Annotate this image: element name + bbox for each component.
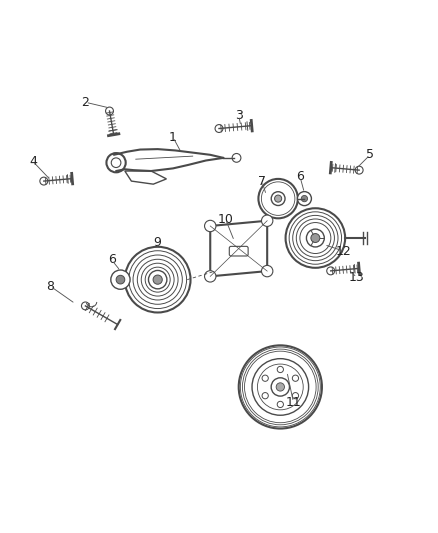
Text: 6: 6	[108, 253, 116, 266]
Circle shape	[271, 192, 285, 206]
Circle shape	[261, 265, 273, 277]
Circle shape	[258, 179, 298, 219]
Circle shape	[277, 401, 283, 408]
Text: 6: 6	[296, 170, 304, 183]
Circle shape	[153, 275, 162, 284]
Circle shape	[261, 215, 273, 227]
Circle shape	[277, 366, 283, 373]
Circle shape	[271, 378, 290, 396]
Circle shape	[116, 276, 125, 284]
Circle shape	[125, 247, 191, 312]
Text: 9: 9	[154, 236, 162, 249]
Circle shape	[262, 375, 268, 381]
Circle shape	[311, 233, 320, 243]
Text: 2: 2	[81, 96, 89, 109]
Text: 5: 5	[366, 148, 374, 161]
Circle shape	[205, 271, 216, 282]
Circle shape	[292, 375, 299, 381]
Text: 11: 11	[286, 396, 301, 409]
Text: 1: 1	[169, 131, 177, 144]
Circle shape	[205, 220, 216, 232]
Circle shape	[286, 208, 345, 268]
Circle shape	[148, 270, 167, 289]
Text: 13: 13	[349, 271, 365, 284]
Circle shape	[111, 270, 130, 289]
Circle shape	[276, 383, 285, 391]
Polygon shape	[125, 171, 166, 184]
Text: 8: 8	[46, 280, 54, 293]
Text: 7: 7	[258, 175, 266, 188]
Circle shape	[262, 393, 268, 399]
Text: 10: 10	[218, 213, 233, 225]
Circle shape	[106, 153, 126, 172]
Circle shape	[307, 229, 324, 247]
Polygon shape	[210, 221, 267, 276]
Circle shape	[252, 359, 309, 415]
Text: 4: 4	[29, 155, 37, 168]
Circle shape	[275, 195, 282, 202]
Circle shape	[239, 345, 322, 429]
Circle shape	[292, 393, 299, 399]
Circle shape	[297, 191, 311, 206]
Text: 12: 12	[336, 245, 352, 257]
Text: 3: 3	[235, 109, 243, 122]
Circle shape	[301, 196, 307, 202]
